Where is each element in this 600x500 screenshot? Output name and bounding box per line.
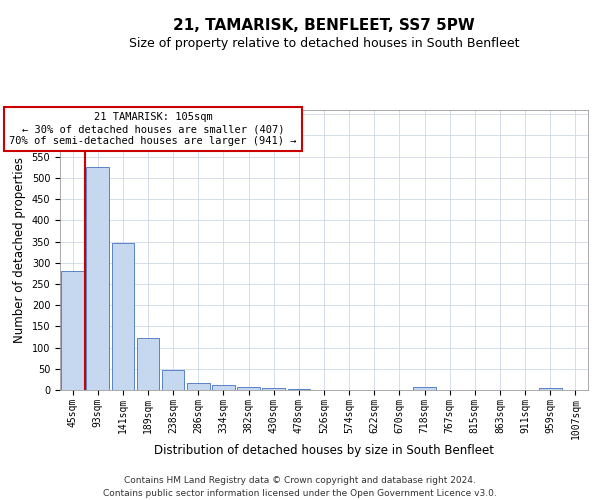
Bar (413, 387, 436, 390)
Bar (112, 243, 134, 390)
X-axis label: Distribution of detached houses by size in South Benfleet: Distribution of detached houses by size … (154, 444, 494, 458)
Bar (237, 386, 260, 390)
Bar (61, 271, 84, 390)
Bar (86, 168, 109, 390)
Bar (187, 383, 209, 390)
Text: Size of property relative to detached houses in South Benfleet: Size of property relative to detached ho… (129, 38, 519, 51)
Text: 21 TAMARISK: 105sqm
← 30% of detached houses are smaller (407)
70% of semi-detac: 21 TAMARISK: 105sqm ← 30% of detached ho… (9, 112, 297, 146)
Text: 21, TAMARISK, BENFLEET, SS7 5PW: 21, TAMARISK, BENFLEET, SS7 5PW (173, 18, 475, 32)
Bar (137, 338, 160, 390)
Bar (162, 370, 184, 390)
Y-axis label: Number of detached properties: Number of detached properties (13, 157, 26, 343)
Bar (262, 388, 285, 390)
Bar (212, 385, 235, 390)
Bar (539, 388, 562, 390)
Text: Contains HM Land Registry data © Crown copyright and database right 2024.
Contai: Contains HM Land Registry data © Crown c… (103, 476, 497, 498)
Bar (287, 389, 310, 390)
